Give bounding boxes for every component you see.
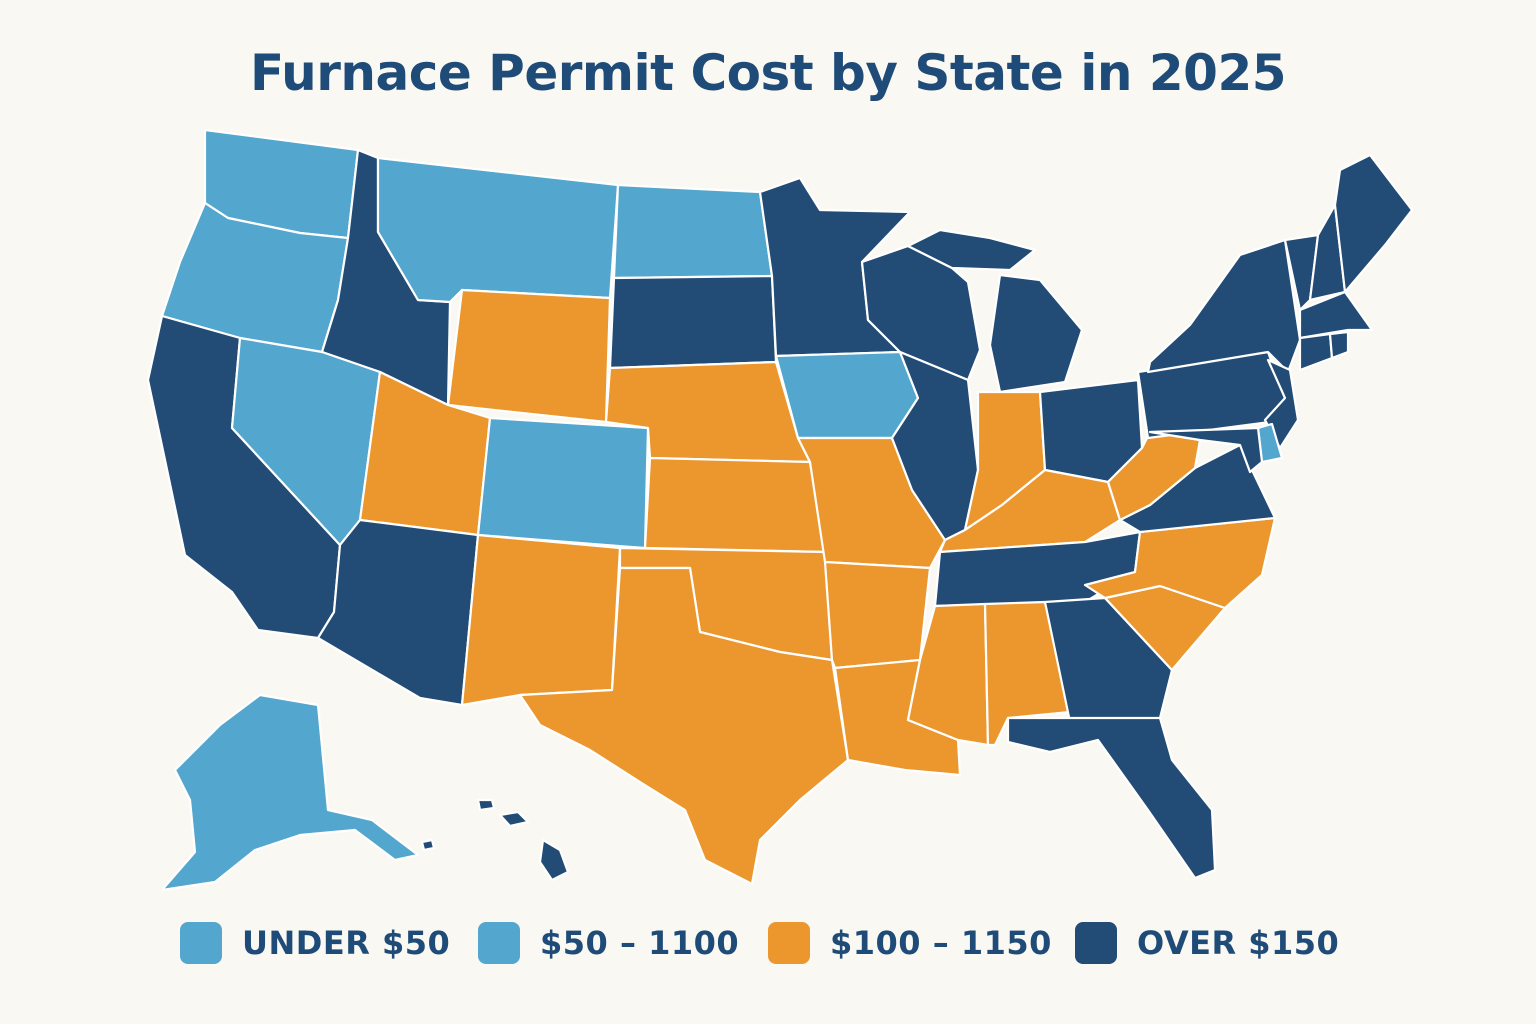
state-AK [160, 693, 420, 892]
legend-label: OVER $150 [1137, 924, 1340, 962]
state-MD [1148, 426, 1264, 474]
state-CT [1298, 332, 1334, 372]
state-WY [446, 288, 612, 424]
state-SD [608, 274, 778, 370]
state-GA [1043, 596, 1174, 724]
legend-swatch [478, 922, 520, 964]
legend-label: $50 – 1100 [540, 924, 740, 962]
state-FL [1006, 716, 1217, 880]
state-HI-islands [420, 798, 530, 852]
state-NM [460, 533, 622, 707]
state-TX [518, 566, 850, 886]
state-WV [1106, 430, 1202, 522]
state-MI-upper [906, 228, 1037, 272]
state-IA [774, 350, 920, 440]
legend: UNDER $50 $50 – 1100 $100 – 1150 OVER $1… [180, 918, 1360, 968]
state-HI [538, 838, 570, 882]
legend-label: UNDER $50 [242, 924, 451, 962]
state-MA [1298, 290, 1374, 340]
state-ME [1333, 153, 1414, 294]
map-title: Furnace Permit Cost by State in 2025 [249, 44, 1287, 102]
legend-swatch [768, 922, 810, 964]
state-KS [643, 456, 827, 554]
state-NY [1146, 238, 1302, 374]
legend-label: $100 – 1150 [830, 924, 1052, 962]
state-CO [476, 416, 650, 550]
state-AZ [316, 518, 480, 707]
state-RI [1328, 330, 1350, 360]
state-MI [988, 273, 1084, 394]
state-NC [1083, 516, 1277, 610]
state-ND [612, 183, 774, 280]
state-AR [823, 560, 932, 670]
legend-swatch [180, 922, 222, 964]
state-MT [376, 156, 620, 304]
legend-swatch [1075, 922, 1117, 964]
